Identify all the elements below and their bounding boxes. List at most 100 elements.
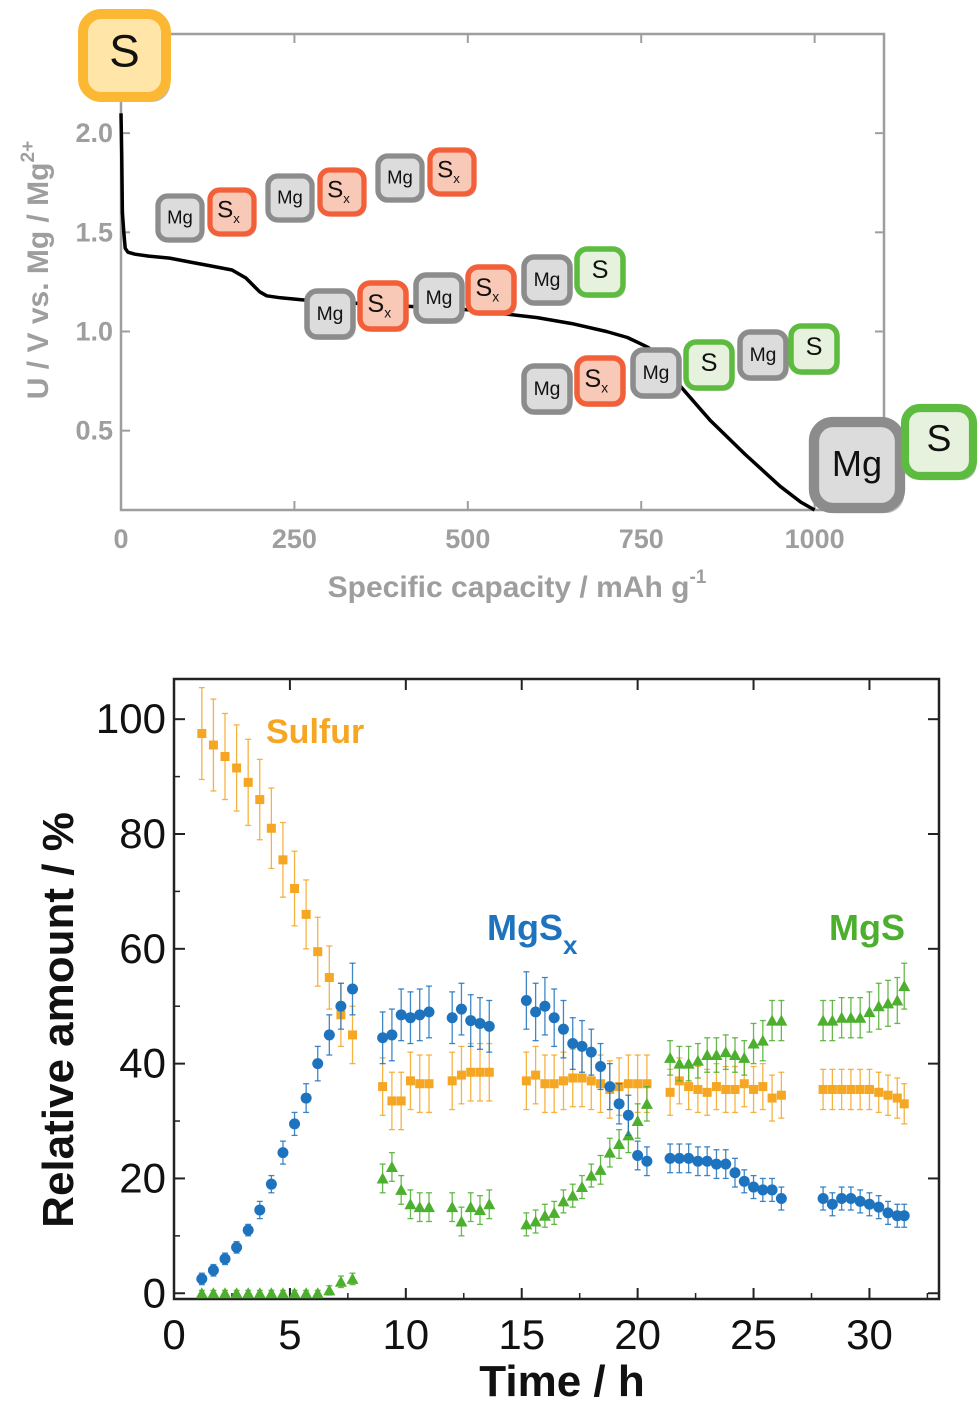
data-point xyxy=(566,1189,579,1201)
top-y-tick-label: 1.0 xyxy=(75,317,113,347)
data-point xyxy=(301,909,311,919)
data-point xyxy=(854,1195,866,1207)
data-point xyxy=(891,994,904,1006)
bottom-y-tick-label: 0 xyxy=(143,1269,166,1316)
data-point xyxy=(395,1183,408,1195)
data-point xyxy=(684,1082,694,1092)
data-point xyxy=(720,1158,732,1170)
data-point xyxy=(232,763,242,773)
tile-label: Mg xyxy=(534,379,561,400)
data-point xyxy=(334,1275,347,1287)
data-point xyxy=(455,1215,468,1227)
data-point xyxy=(376,1172,389,1184)
data-point xyxy=(603,1146,616,1158)
discharge-curve-panel: 0 250 500 750 1000 0.5 1.0 1.5 2.0 Specific cap… xyxy=(18,9,978,604)
data-point xyxy=(883,1090,893,1100)
sx-tile-icon: Sx xyxy=(465,264,517,316)
data-point xyxy=(595,1061,607,1072)
tile-label: Sx xyxy=(584,365,608,396)
bottom-x-tick-label: 30 xyxy=(846,1311,893,1358)
data-point xyxy=(632,1149,644,1161)
data-point xyxy=(335,1000,347,1012)
data-point xyxy=(631,1115,644,1127)
series-mgs xyxy=(195,962,911,1299)
data-point xyxy=(288,1287,301,1299)
tile-label: Mg xyxy=(750,345,777,366)
data-point xyxy=(446,1012,458,1024)
data-point xyxy=(540,1079,550,1089)
data-point xyxy=(613,1098,625,1110)
data-point xyxy=(385,1160,398,1172)
data-point xyxy=(585,1169,598,1181)
tile-body xyxy=(521,254,573,306)
mg-tile-icon: Mg xyxy=(737,329,789,381)
data-point xyxy=(576,1040,588,1052)
mg-tile-icon: Mg xyxy=(521,363,573,415)
mg-tile-icon: Mg xyxy=(413,272,465,324)
data-point xyxy=(558,1076,568,1086)
tile-body xyxy=(375,153,425,203)
tile-label: Mg xyxy=(643,363,670,384)
data-point xyxy=(854,1011,867,1023)
data-point xyxy=(404,1012,416,1024)
data-point xyxy=(242,1224,254,1236)
data-point xyxy=(378,1082,388,1092)
tile-label: Mg xyxy=(387,167,413,188)
data-point xyxy=(748,1181,760,1193)
data-point xyxy=(758,1082,768,1092)
data-point xyxy=(864,1084,874,1094)
data-point xyxy=(277,1147,289,1159)
data-point xyxy=(266,823,276,833)
mg-tile-icon: Mg xyxy=(375,153,425,203)
data-point xyxy=(576,1181,588,1193)
data-point xyxy=(404,1198,417,1210)
data-point xyxy=(633,1079,643,1089)
data-point xyxy=(738,1051,751,1063)
data-point xyxy=(323,1284,336,1296)
tile-label: Mg xyxy=(167,207,193,228)
data-point xyxy=(682,1057,695,1069)
sx-tile-icon: Sx xyxy=(357,280,409,332)
tile-body xyxy=(427,147,477,197)
data-point xyxy=(641,1155,653,1167)
data-point xyxy=(756,1034,769,1046)
bottom-plot-frame xyxy=(172,677,941,1301)
data-point xyxy=(549,1079,559,1089)
data-point xyxy=(265,1287,278,1299)
data-point xyxy=(538,1209,551,1221)
mg-tile-icon: Mg xyxy=(265,173,315,223)
data-point xyxy=(826,1198,838,1210)
bottom-x-tick-label: 0 xyxy=(162,1311,185,1358)
data-point xyxy=(613,1138,626,1149)
data-point xyxy=(208,740,218,750)
species-tiles: S Mg Sx Mg Sx Mg Sx Mg Sx Mg Sx Mg S Mg Sx Mg S Mg S Mg S xyxy=(78,9,978,514)
bottom-x-tick-label: 15 xyxy=(498,1311,545,1358)
data-point xyxy=(775,1014,788,1026)
tile-body xyxy=(737,329,789,381)
data-point xyxy=(826,1014,839,1026)
data-point xyxy=(455,1003,467,1015)
bottom-y-tick-label: 60 xyxy=(119,925,166,972)
data-point xyxy=(415,1079,425,1089)
sx-tile-icon: Sx xyxy=(574,355,626,407)
data-point xyxy=(604,1081,616,1093)
tile-body xyxy=(521,363,573,415)
data-point xyxy=(475,1067,485,1077)
top-plot-frame xyxy=(119,32,886,512)
tile-body xyxy=(304,288,356,340)
data-point xyxy=(529,1215,542,1227)
data-point xyxy=(290,884,300,894)
data-point xyxy=(710,1049,723,1061)
data-point xyxy=(220,752,230,761)
s-end-icon: S xyxy=(900,403,978,481)
data-point xyxy=(396,1096,406,1106)
data-point xyxy=(254,1204,266,1216)
bottom-x-tick-labels: 0 5 10 15 20 25 30 xyxy=(162,1311,892,1358)
data-point xyxy=(692,1155,704,1167)
data-point xyxy=(776,1090,786,1100)
data-point xyxy=(691,1054,704,1066)
data-point xyxy=(530,1006,542,1018)
data-point xyxy=(276,1287,289,1299)
data-point xyxy=(197,729,207,739)
tile-label: Sx xyxy=(437,157,460,186)
